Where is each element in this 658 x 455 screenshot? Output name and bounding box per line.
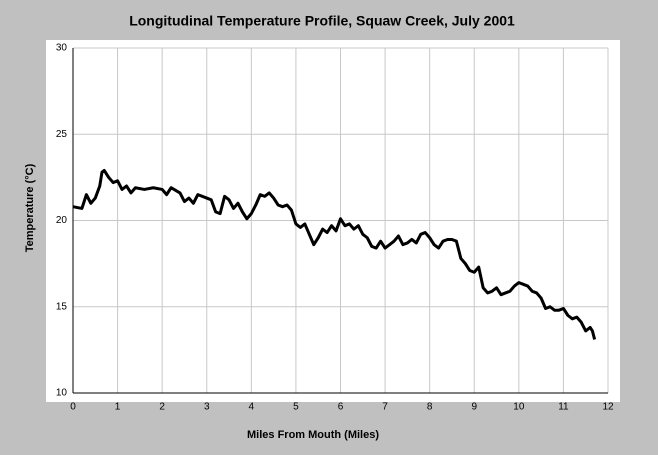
x-tick-label: 11	[558, 402, 569, 413]
x-tick-label: 4	[249, 402, 255, 413]
x-tick-label: 5	[293, 402, 299, 413]
y-tick-label: 30	[56, 43, 68, 54]
x-tick-label: 10	[513, 402, 525, 413]
x-axis-label: Miles From Mouth (Miles)	[247, 429, 379, 441]
x-tick-label: 9	[471, 402, 477, 413]
y-tick-label: 10	[56, 388, 68, 399]
x-tick-label: 1	[115, 402, 121, 413]
y-tick-label: 15	[56, 301, 68, 312]
x-tick-label: 8	[427, 402, 433, 413]
y-axis-label: Temperature (°C)	[24, 163, 36, 252]
y-tick-label: 25	[56, 129, 68, 140]
y-tick-label: 20	[56, 215, 68, 226]
x-tick-label: 3	[204, 402, 210, 413]
x-tick-label: 7	[382, 402, 388, 413]
data-line	[72, 168, 597, 340]
x-tick-label: 12	[602, 402, 614, 413]
chart-title: Longitudinal Temperature Profile, Squaw …	[129, 13, 515, 29]
x-tick-label: 0	[70, 402, 76, 413]
x-tick-label: 2	[159, 402, 165, 413]
x-tick-label: 6	[338, 402, 344, 413]
